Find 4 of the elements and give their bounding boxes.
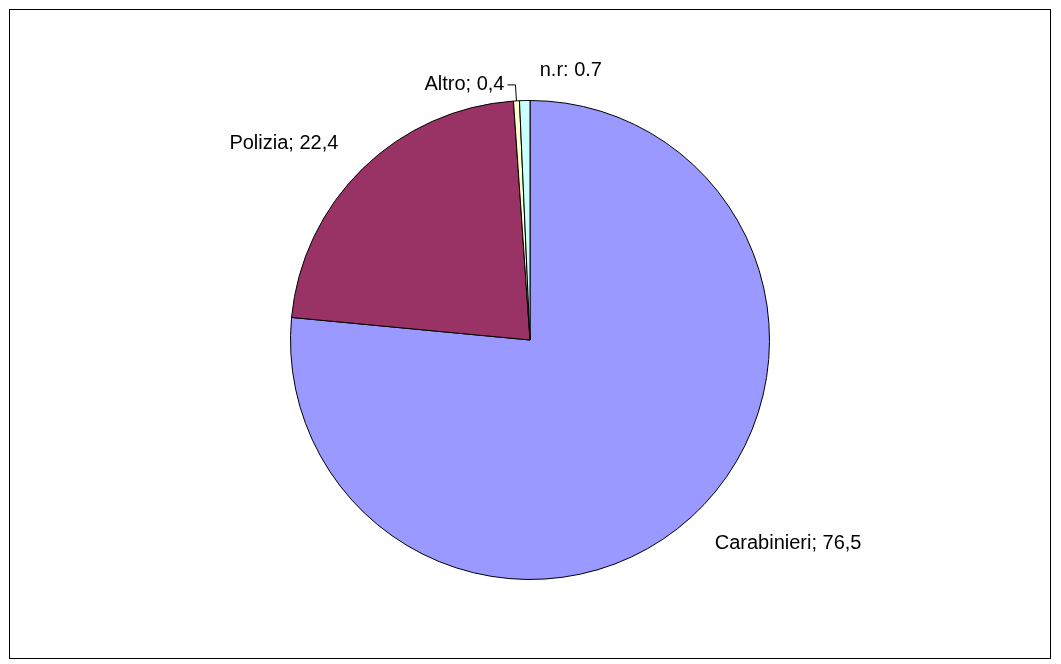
slice-label: Altro; 0,4 <box>424 72 505 95</box>
slice-label: Carabinieri; 76,5 <box>714 530 862 553</box>
slice-label: n.r: 0.7 <box>539 58 602 81</box>
slice-label: Polizia; 22,4 <box>229 130 339 153</box>
